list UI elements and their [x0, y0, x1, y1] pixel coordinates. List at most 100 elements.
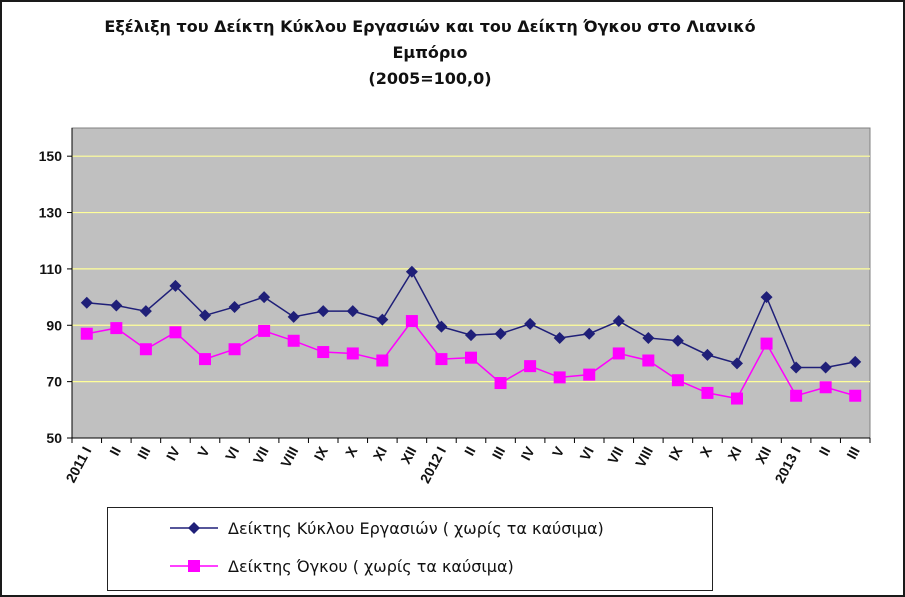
series-1-point — [346, 305, 359, 318]
series-1-point — [583, 327, 596, 340]
x-tick-label: 2012 I — [417, 444, 449, 486]
chart-legend: Δείκτης Κύκλου Εργασιών ( χωρίς τα καύσι… — [107, 507, 713, 591]
series-2-point — [228, 343, 241, 356]
x-tick-label: VIII — [277, 444, 301, 470]
series-2-point — [790, 389, 803, 402]
legend-marker-diamond-icon — [170, 522, 218, 534]
legend-item-series-2: Δείκτης Όγκου ( χωρίς τα καύσιμα) — [168, 554, 514, 578]
series-1-point — [80, 296, 93, 309]
x-tick-label: V — [549, 443, 568, 459]
chart-title-line-3: (2005=100,0) — [368, 69, 492, 88]
x-tick-label: V — [194, 443, 213, 459]
x-tick-label: II — [816, 444, 834, 458]
series-1-point — [376, 313, 389, 326]
x-tick-label: VII — [250, 444, 272, 467]
legend-label-series-2: Δείκτης Όγκου ( χωρίς τα καύσιμα) — [228, 556, 514, 576]
series-1-point — [435, 320, 448, 333]
series-1-point — [139, 305, 152, 318]
series-1-point — [612, 315, 625, 328]
series-2-point — [110, 322, 123, 335]
series-1-point — [465, 329, 477, 342]
series-2-point — [169, 326, 182, 339]
legend-marker-square-icon — [170, 560, 218, 572]
series-2-point — [701, 386, 714, 399]
x-tick-label: X — [697, 443, 716, 459]
x-tick-label: II — [461, 444, 479, 458]
chart-title-line-2: Εμπόριο — [392, 43, 468, 62]
x-tick-label: VI — [222, 444, 242, 463]
series-2-point — [435, 353, 448, 366]
series-1-point — [819, 361, 832, 374]
x-tick-label: XI — [370, 444, 390, 463]
x-tick-label: X — [342, 443, 361, 459]
series-1-point — [553, 331, 566, 344]
x-tick-label: IV — [517, 443, 538, 463]
series-1-point — [110, 299, 123, 312]
series-1-point — [731, 357, 743, 370]
series-1-point — [228, 300, 241, 313]
series-2-point — [671, 374, 684, 387]
x-tick-label: IX — [665, 443, 686, 463]
series-1-point — [642, 331, 655, 344]
y-tick-label: 70 — [46, 374, 62, 390]
series-2-point — [524, 360, 537, 373]
series-1-point — [199, 309, 211, 322]
x-tick-label: VI — [577, 444, 597, 463]
series-2-point — [583, 368, 596, 381]
chart-title: Εξέλιξη του Δείκτη Κύκλου Εργασιών και τ… — [40, 14, 820, 92]
series-2-point — [199, 353, 211, 366]
x-tick-label: XII — [397, 444, 419, 467]
series-2-point — [553, 371, 566, 384]
series-2-point — [819, 381, 832, 394]
series-2-point — [642, 354, 655, 367]
x-tick-label: XI — [724, 444, 744, 463]
series-2-point — [258, 324, 271, 337]
series-1-point — [671, 334, 684, 347]
series-2-point — [849, 389, 862, 402]
y-tick-label: 150 — [39, 148, 63, 164]
series-1-point — [494, 327, 507, 340]
series-2-point — [612, 347, 625, 360]
series-1-point — [701, 348, 714, 361]
series-2-point — [731, 392, 743, 405]
legend-label-series-1: Δείκτης Κύκλου Εργασιών ( χωρίς τα καύσι… — [228, 518, 604, 538]
series-2-point — [465, 351, 477, 364]
x-tick-label: IV — [163, 443, 184, 463]
y-tick-label: 130 — [39, 205, 63, 221]
x-tick-label: IX — [311, 443, 332, 463]
legend-item-series-1: Δείκτης Κύκλου Εργασιών ( χωρίς τα καύσι… — [168, 516, 604, 540]
y-tick-label: 110 — [39, 261, 62, 277]
x-tick-label: III — [843, 444, 863, 462]
chart-title-line-1: Εξέλιξη του Δείκτη Κύκλου Εργασιών και τ… — [104, 17, 756, 36]
series-1-point — [258, 291, 271, 304]
x-tick-label: VII — [604, 444, 626, 467]
series-2-point — [80, 327, 93, 340]
x-tick-label: XII — [752, 444, 774, 467]
series-1-point — [760, 291, 773, 304]
y-tick-label: 50 — [46, 430, 62, 446]
series-2-point — [760, 337, 773, 350]
series-1-point — [317, 305, 330, 318]
x-tick-label: VIII — [632, 444, 656, 470]
series-2-point — [405, 315, 418, 328]
x-tick-label: 2011 I — [62, 444, 94, 485]
series-2-point — [287, 334, 300, 347]
series-1-point — [790, 361, 803, 374]
x-tick-label: II — [106, 444, 124, 458]
series-1-point — [287, 310, 300, 323]
series-2-point — [494, 377, 507, 390]
series-2-point — [346, 347, 359, 360]
series-1-point — [849, 355, 862, 368]
series-1-point — [524, 317, 537, 330]
series-1-point — [169, 279, 182, 292]
series-2-point — [376, 354, 389, 367]
x-tick-label: 2013 I — [771, 444, 803, 486]
y-tick-label: 90 — [46, 317, 62, 333]
x-tick-label: III — [489, 444, 509, 462]
plot-area — [71, 127, 871, 439]
series-2-point — [139, 343, 152, 356]
series-2-point — [317, 346, 330, 359]
series-1-point — [405, 265, 418, 278]
x-tick-label: III — [134, 444, 154, 462]
